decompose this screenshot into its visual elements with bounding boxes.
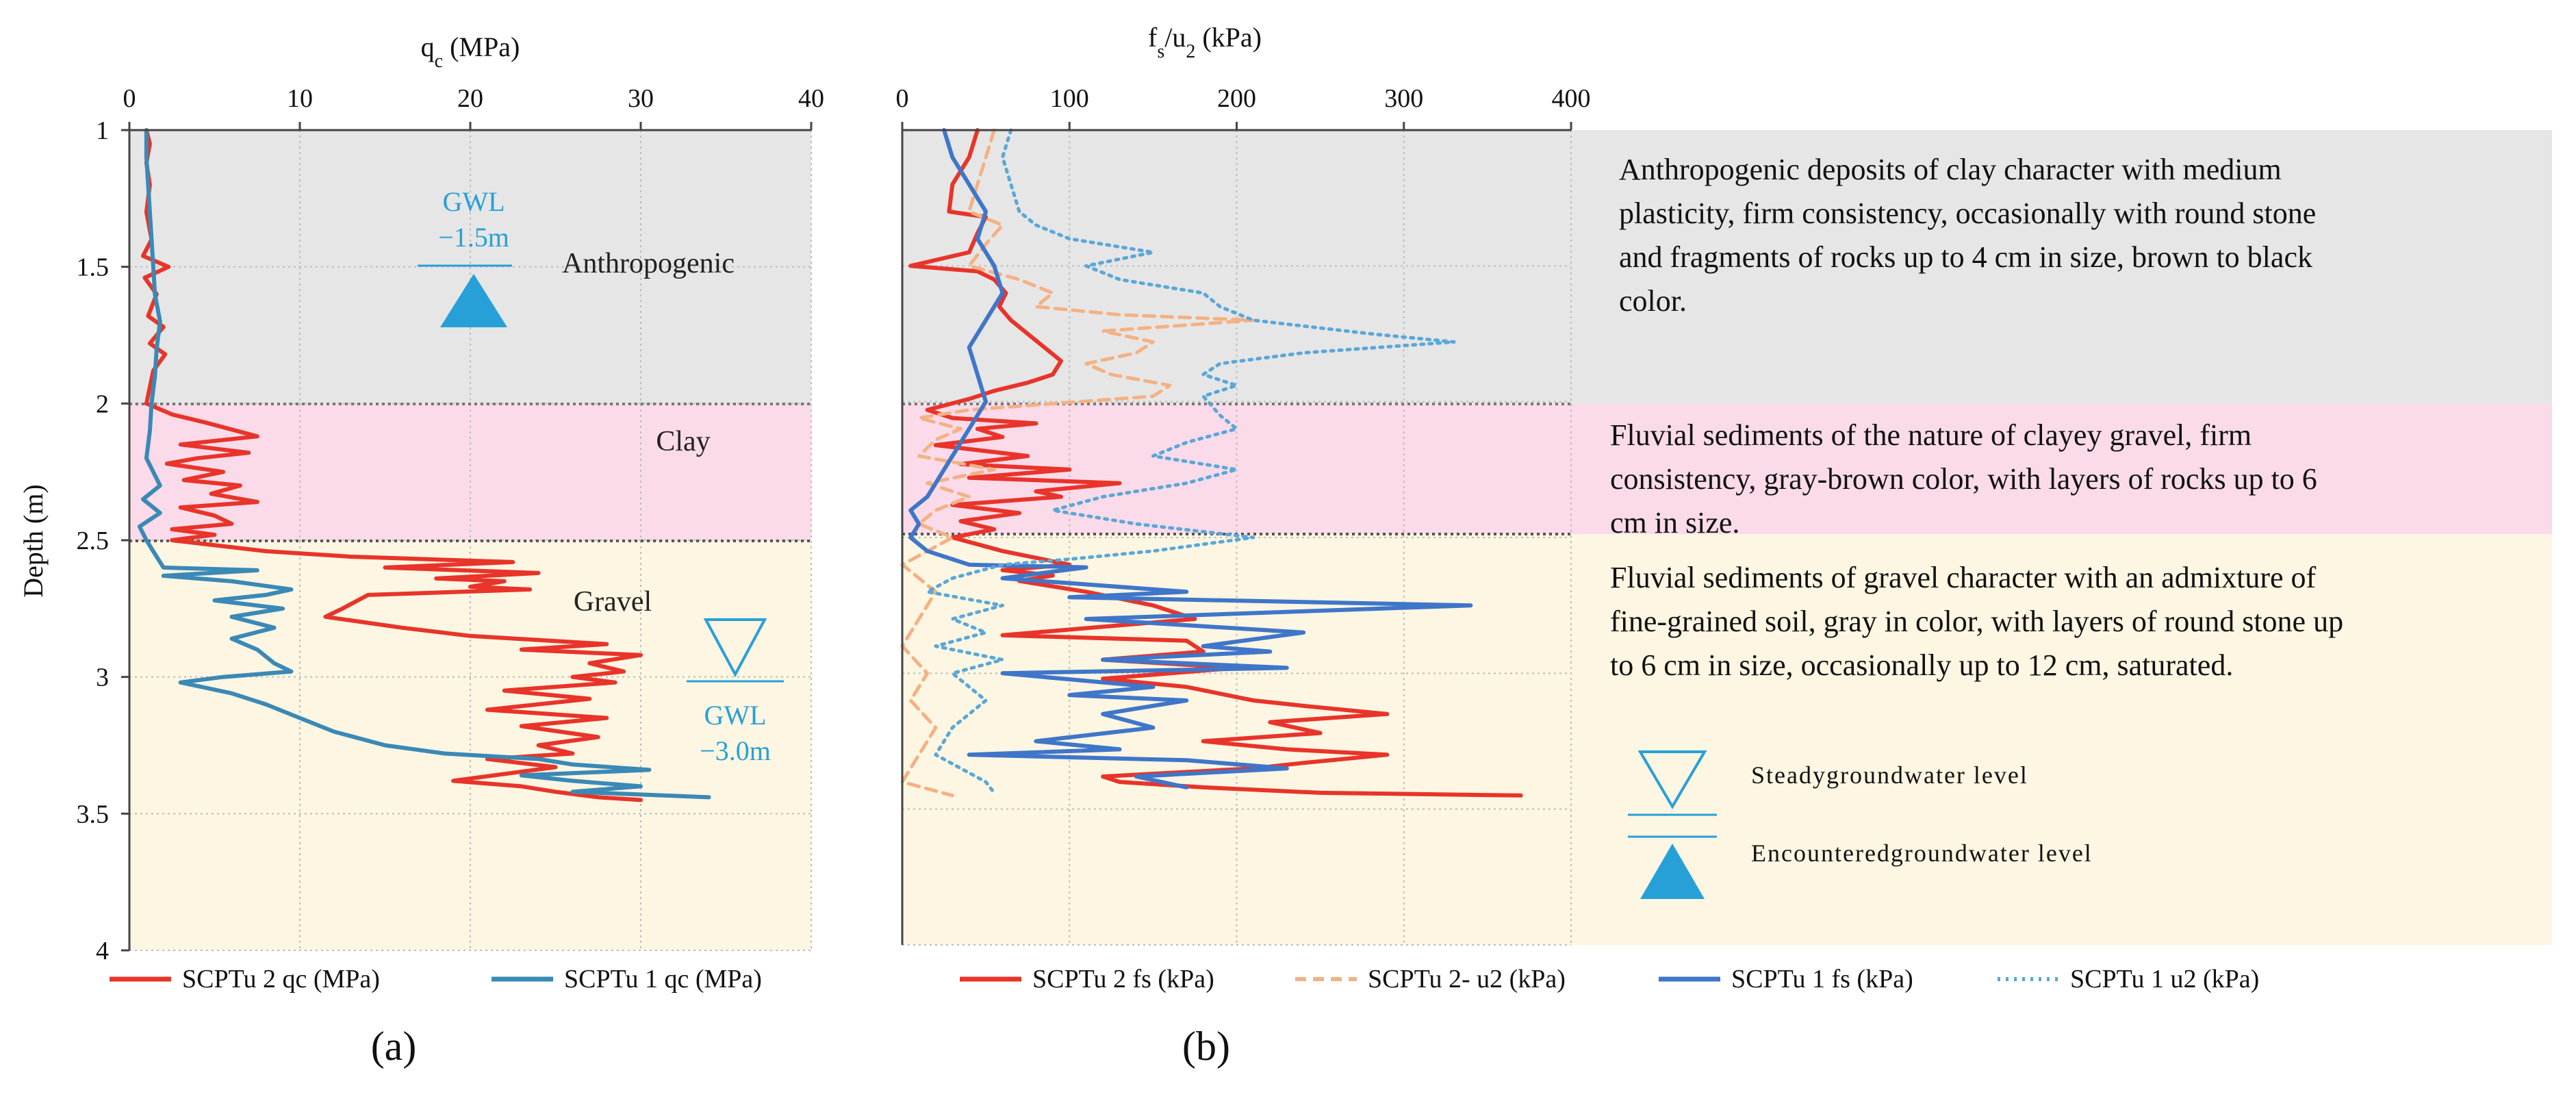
y-tick-label: 1.5	[77, 253, 110, 282]
gwl-steady-marker-a: GWL −3.0m	[687, 618, 784, 766]
description-line: Anthropogenic deposits of clay character…	[1619, 153, 2282, 186]
gwl-encountered-label: GWL	[442, 186, 505, 217]
description-line: consistency, gray-brown color, with laye…	[1610, 462, 2317, 496]
legend-a: SCPTu 2 qc (MPa) SCPTu 1 qc (MPa)	[110, 965, 762, 994]
encountered-water-level-label: Encounteredgroundwater level	[1751, 839, 2093, 867]
legend-label: SCPTu 1 fs (kPa)	[1731, 965, 1913, 994]
zone-clay-b	[902, 404, 2552, 534]
series-line-scptu-2-qc-mpa	[140, 128, 643, 802]
series-line-scptu-1-u2-kpa	[926, 128, 1456, 795]
x-tick-label: 0	[896, 84, 909, 113]
series-group-a	[137, 128, 711, 802]
series-line-scptu-2-fs-kpa	[908, 128, 1523, 798]
gwl-encountered-triangle-icon	[440, 274, 507, 327]
description-line: Fluvial sediments of gravel character wi…	[1610, 561, 2317, 594]
gwl-steady-triangle-icon	[703, 618, 767, 678]
encountered-water-level-icon	[1640, 844, 1705, 899]
x-axis-title-b: fs/u2 (kPa)	[1148, 22, 1262, 62]
x-tick-label: 200	[1217, 84, 1256, 113]
x-axis-title-a: qc (MPa)	[421, 31, 520, 72]
description-gravel: Fluvial sediments of gravel character wi…	[1610, 561, 2343, 682]
zone-gravel-b	[902, 534, 2552, 945]
x-tick-label: 40	[798, 84, 824, 113]
y-tick-label: 1	[96, 116, 109, 145]
tick-labels-a: 0 10 20 30 40 1 1.5 2 2.5 3 3.5 4	[77, 84, 825, 965]
legend-label: SCPTu 1 u2 (kPa)	[2070, 965, 2259, 994]
y-tick-label: 2.5	[77, 527, 110, 555]
legend-label: SCPTu 1 qc (MPa)	[564, 965, 762, 994]
y-tick-label: 3	[96, 663, 109, 692]
y-tick-label: 3.5	[77, 800, 110, 828]
y-axis-title-a: Depth (m)	[18, 484, 49, 598]
x-tick-label: 20	[457, 84, 483, 113]
x-tick-label: 100	[1050, 84, 1089, 113]
description-line: cm in size.	[1610, 506, 1739, 540]
description-line: to 6 cm in size, occasionally up to 12 c…	[1610, 648, 2233, 682]
description-line: fine-grained soil, gray in color, with l…	[1610, 605, 2343, 638]
x-tick-label: 10	[287, 84, 313, 113]
panel-label-a: (a)	[371, 1024, 417, 1069]
gwl-steady-label: GWL	[704, 700, 766, 731]
series-line-scptu-1-qc-mpa	[137, 128, 711, 800]
description-line: plasticity, firm consistency, occasional…	[1619, 197, 2316, 230]
legend-label: SCPTu 2 fs (kPa)	[1032, 965, 1214, 994]
panel-label-b: (b)	[1182, 1024, 1230, 1069]
steady-water-level-icon	[1637, 750, 1707, 809]
gwl-steady-depth: −3.0m	[700, 735, 771, 766]
x-tick-label: 0	[123, 84, 136, 113]
description-line: and fragments of rocks up to 4 cm in siz…	[1619, 240, 2312, 274]
zone-label-gravel: Gravel	[574, 586, 652, 618]
description-line: color.	[1619, 284, 1687, 318]
gwl-encountered-marker-a: GWL −1.5m	[418, 186, 512, 327]
description-line: Fluvial sediments of the nature of claye…	[1610, 418, 2252, 452]
tick-labels-b: 0 100 200 300 400	[896, 84, 1591, 130]
gwl-encountered-depth: −1.5m	[438, 222, 509, 253]
zone-anthropogenic-b	[902, 130, 2552, 404]
zone-label-clay: Clay	[656, 426, 710, 457]
soil-zones-b	[902, 130, 2552, 945]
legend-label: SCPTu 2 qc (MPa)	[182, 965, 380, 994]
legend-label: SCPTu 2- u2 (kPa)	[1368, 965, 1566, 994]
x-tick-label: 400	[1552, 84, 1591, 113]
description-clay: Fluvial sediments of the nature of claye…	[1610, 418, 2317, 540]
x-tick-label: 30	[628, 84, 654, 113]
steady-water-level-label: Steadygroundwater level	[1751, 761, 2028, 789]
x-tick-label: 300	[1384, 84, 1423, 113]
gwl-legend: Steadygroundwater level Encounteredgroun…	[1628, 750, 2093, 899]
legend-b: SCPTu 2 fs (kPa) SCPTu 2- u2 (kPa) SCPTu 1…	[960, 965, 2259, 994]
series-group-b	[900, 128, 1523, 798]
y-tick-label: 2	[96, 390, 109, 418]
series-line-scptu-1-fs-kpa	[908, 128, 1473, 789]
y-tick-label: 4	[96, 937, 109, 965]
description-anthropogenic: Anthropogenic deposits of clay character…	[1619, 153, 2316, 318]
grid-b	[902, 130, 1572, 946]
zone-label-anthropogenic: Anthropogenic	[562, 248, 735, 279]
